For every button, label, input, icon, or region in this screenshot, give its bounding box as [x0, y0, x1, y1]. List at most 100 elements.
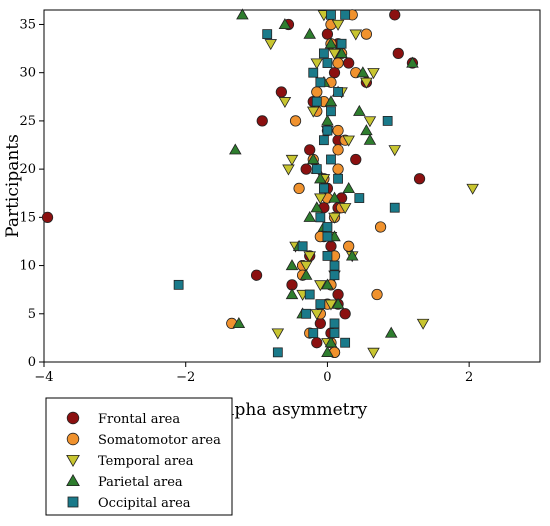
x-tick-label: −4 [34, 370, 53, 385]
parietal-area-point [310, 201, 324, 213]
temporal-area-point [314, 193, 327, 205]
temporal-area-point [466, 183, 479, 195]
somatomotor-area-point [371, 288, 383, 301]
temporal-area-point [331, 19, 345, 31]
temporal-area-point [264, 39, 278, 51]
parietal-area-point [324, 95, 338, 107]
x-axis: −4 −2 0 2 [34, 362, 473, 385]
legend-label-parietal-area: Parietal area [98, 475, 183, 490]
x-axis-title: Alpha asymmetry [216, 400, 368, 420]
parietal-area-point [324, 37, 338, 49]
temporal-area-point [314, 280, 327, 292]
legend-marker-parietal-area [66, 473, 80, 487]
occipital-area-point [329, 270, 340, 281]
parietal-area-point [360, 124, 373, 136]
parietal-area-point [328, 191, 341, 203]
occipital-area-point [329, 328, 340, 338]
occipital-area-point [318, 183, 329, 194]
occipital-area-point [326, 154, 336, 165]
parietal-area-point [229, 143, 242, 155]
parietal-area-point [321, 114, 334, 126]
temporal-area-point [328, 212, 341, 224]
occipital-area-point [336, 38, 347, 49]
temporal-area-point [360, 77, 373, 89]
frontal-area-point [256, 115, 268, 127]
temporal-area-point [282, 164, 295, 176]
x-tick-label: 2 [465, 370, 473, 385]
temporal-area-point [271, 328, 285, 340]
parietal-area-point [285, 259, 299, 271]
parietal-area-point [353, 104, 366, 116]
occipital-area-point [315, 299, 326, 310]
temporal-area-point [299, 260, 313, 272]
occipital-area-point [173, 279, 184, 290]
parietal-area-point [299, 268, 313, 280]
data-points [41, 8, 479, 359]
temporal-area-point [388, 145, 402, 157]
parietal-area-point [363, 133, 377, 145]
temporal-area-point [367, 68, 380, 80]
legend-label-occipital-area: Occipital area [98, 496, 191, 511]
legend-label-somatomotor-area: Somatomotor area [98, 433, 221, 448]
temporal-area-point [367, 347, 380, 359]
temporal-area-point [303, 251, 316, 263]
somatomotor-area-point [289, 115, 302, 127]
y-tick-label: 15 [19, 210, 36, 225]
somatomotor-area-point [360, 28, 373, 40]
y-tick-label: 35 [19, 17, 36, 32]
occipital-area-point [354, 193, 365, 203]
parietal-area-point [278, 18, 292, 30]
parietal-area-point [306, 153, 320, 165]
y-tick-label: 10 [19, 259, 36, 274]
occipital-area-point [322, 222, 333, 232]
occipital-area-point [333, 173, 343, 184]
somatomotor-area-point [332, 144, 344, 156]
frontal-area-point [300, 163, 312, 175]
occipital-area-point [315, 212, 326, 223]
parietal-area-point [324, 336, 338, 348]
occipital-area-point [315, 77, 326, 88]
frontal-area-point [350, 153, 362, 166]
occipital-area-point [301, 308, 312, 319]
frontal-area-point [392, 47, 404, 60]
y-tick-label: 0 [28, 355, 36, 370]
occipital-area-point [297, 241, 308, 252]
temporal-area-point [285, 154, 299, 166]
parietal-area-point [342, 182, 355, 193]
frontal-area-point [413, 173, 426, 185]
y-axis: 0 5 10 15 20 25 30 35 [19, 17, 44, 370]
frontal-area-point [275, 86, 287, 98]
frontal-area-point [304, 144, 316, 156]
somatomotor-area-point [311, 86, 323, 98]
occipital-area-point [340, 337, 351, 348]
parietal-area-point [321, 345, 334, 357]
y-tick-label: 20 [19, 162, 36, 177]
parietal-area-point [406, 56, 419, 68]
legend-marker-occipital-area [67, 496, 79, 508]
temporal-area-point [306, 106, 320, 118]
frontal-area-point [389, 9, 401, 21]
y-tick-label: 5 [28, 307, 36, 322]
temporal-area-point [363, 116, 377, 128]
somatomotor-area-point [374, 221, 387, 233]
frontal-area-point [343, 57, 355, 69]
occipital-area-point [272, 347, 283, 358]
occipital-area-point [326, 106, 336, 117]
frontal-area-point [339, 308, 351, 320]
parietal-area-point [232, 317, 246, 329]
parietal-area-point [236, 8, 249, 20]
occipital-area-point [322, 231, 333, 242]
legend-label-frontal-area: Frontal area [98, 412, 180, 427]
parietal-area-point [356, 66, 370, 78]
occipital-area-point [329, 318, 340, 329]
occipital-area-point [382, 116, 393, 126]
occipital-area-point [308, 328, 319, 338]
y-tick-label: 25 [19, 114, 36, 129]
legend-marker-frontal-area [66, 411, 80, 425]
occipital-area-point [329, 260, 340, 271]
temporal-area-point [338, 203, 352, 215]
parietal-area-point [384, 326, 398, 338]
parietal-area-point [335, 47, 348, 58]
occipital-area-point [308, 67, 319, 78]
parietal-area-point [303, 27, 316, 39]
